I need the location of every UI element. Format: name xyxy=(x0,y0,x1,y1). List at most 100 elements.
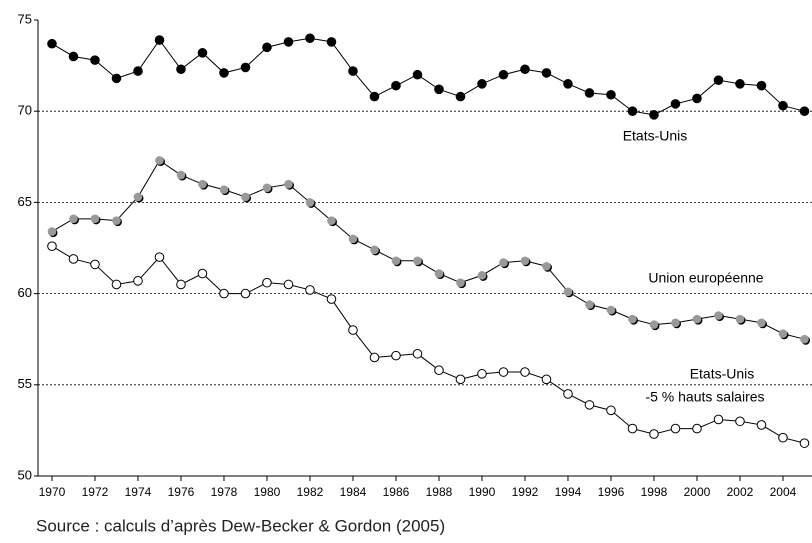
x-tick-label: 1988 xyxy=(426,485,453,499)
annotation: Union européenne xyxy=(648,270,763,286)
marker xyxy=(369,352,380,363)
marker xyxy=(735,79,745,89)
marker xyxy=(369,91,380,102)
y-tick-label: 50 xyxy=(18,467,32,482)
marker xyxy=(563,287,573,297)
marker xyxy=(391,80,401,91)
marker xyxy=(176,279,186,290)
marker xyxy=(757,318,766,328)
marker xyxy=(47,241,57,251)
marker xyxy=(692,314,702,324)
marker xyxy=(649,110,659,120)
marker xyxy=(111,279,122,290)
x-tick-label: 1982 xyxy=(297,485,324,499)
marker xyxy=(348,66,358,76)
marker xyxy=(477,369,487,379)
marker xyxy=(799,438,810,448)
marker xyxy=(799,106,810,116)
marker xyxy=(240,62,251,73)
series-line xyxy=(51,159,805,340)
marker xyxy=(176,170,186,180)
marker xyxy=(176,64,186,75)
marker xyxy=(434,269,444,278)
y-tick-label: 55 xyxy=(18,376,32,391)
marker xyxy=(649,320,659,329)
marker xyxy=(714,311,723,320)
marker xyxy=(520,367,530,377)
marker xyxy=(391,256,401,266)
marker xyxy=(68,254,79,264)
marker xyxy=(735,314,745,324)
x-tick-label: 2002 xyxy=(727,485,754,499)
annotation: -5 % hauts salaires xyxy=(645,389,764,405)
marker xyxy=(111,73,122,84)
marker xyxy=(563,389,573,399)
marker xyxy=(692,423,702,434)
x-tick-label: 1998 xyxy=(641,485,668,499)
marker xyxy=(778,100,788,111)
marker xyxy=(47,227,57,236)
marker xyxy=(68,51,79,62)
marker xyxy=(778,432,788,443)
marker xyxy=(627,106,638,116)
marker xyxy=(498,69,509,80)
x-tick-label: 1996 xyxy=(598,485,625,499)
marker xyxy=(498,367,509,377)
marker xyxy=(305,198,315,207)
marker xyxy=(133,276,143,286)
y-tick-label: 70 xyxy=(18,103,32,118)
marker xyxy=(606,305,616,315)
marker xyxy=(47,38,57,49)
x-tick-label: 1984 xyxy=(340,485,367,499)
y-tick-label: 65 xyxy=(18,194,32,209)
annotation: Etats-Unis xyxy=(690,366,755,382)
marker xyxy=(541,374,552,385)
y-tick-label: 60 xyxy=(18,285,32,300)
marker xyxy=(262,183,272,193)
marker xyxy=(520,64,530,75)
marker xyxy=(455,91,466,102)
marker xyxy=(197,268,208,279)
marker xyxy=(348,234,358,244)
x-tick-label: 1974 xyxy=(125,485,152,499)
marker xyxy=(262,42,272,53)
marker xyxy=(671,318,680,328)
marker xyxy=(542,261,551,271)
marker xyxy=(240,288,251,299)
marker xyxy=(692,93,702,104)
marker xyxy=(90,55,100,65)
marker xyxy=(499,258,508,267)
marker xyxy=(778,329,788,339)
marker xyxy=(198,179,207,189)
x-tick-label: 1992 xyxy=(512,485,539,499)
marker xyxy=(520,256,530,266)
marker xyxy=(412,69,423,80)
marker xyxy=(197,48,208,58)
marker xyxy=(326,294,337,304)
marker xyxy=(154,252,165,262)
marker xyxy=(90,214,100,224)
marker xyxy=(584,400,595,410)
x-tick-label: 1994 xyxy=(555,485,582,499)
marker xyxy=(305,285,315,295)
marker xyxy=(756,420,767,430)
marker xyxy=(412,348,423,359)
marker xyxy=(649,429,659,439)
marker xyxy=(112,216,121,225)
marker xyxy=(434,84,444,95)
marker xyxy=(713,414,724,425)
marker xyxy=(241,192,250,202)
marker xyxy=(348,325,358,335)
marker xyxy=(800,334,809,344)
marker xyxy=(413,256,422,266)
marker xyxy=(133,192,143,202)
x-tick-label: 2004 xyxy=(770,485,797,499)
marker xyxy=(262,277,272,288)
marker xyxy=(283,279,294,290)
y-tick-label: 75 xyxy=(18,11,32,26)
marker xyxy=(541,68,552,78)
x-tick-label: 2000 xyxy=(684,485,711,499)
marker xyxy=(606,405,616,416)
